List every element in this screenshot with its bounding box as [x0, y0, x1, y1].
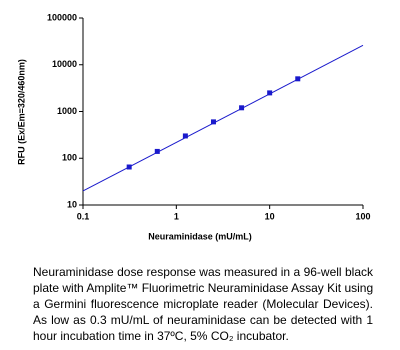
y-tick-label: 10 — [67, 199, 77, 209]
caption-line: hour incubation time in 37ºC, 5% CO₂ inc… — [33, 329, 289, 343]
data-point — [182, 133, 188, 139]
y-tick-label: 10000 — [52, 59, 77, 69]
x-tick-label: 1 — [174, 211, 179, 221]
caption-line: plate with Amplite™ Fluorimetric Neurami… — [33, 281, 374, 295]
y-axis-label: RFU (Ex/Em=320/460nm) — [16, 59, 26, 165]
data-point — [239, 105, 245, 111]
caption-line: Neuraminidase dose response was measured… — [33, 265, 373, 279]
y-tick-label: 100000 — [47, 12, 77, 22]
x-axis-label: Neuraminidase (mU/mL) — [148, 231, 252, 241]
fit-line — [82, 44, 364, 192]
caption-line: a Germini fluorescence microplate reader… — [33, 297, 373, 311]
x-tick-label: 0.1 — [77, 211, 90, 221]
x-tick-label: 100 — [355, 211, 370, 221]
data-point — [267, 90, 273, 96]
y-tick-label: 100 — [62, 153, 77, 163]
y-tick-label: 1000 — [57, 106, 77, 116]
data-point — [210, 119, 216, 125]
caption-line: As low as 0.3 mU/mL of neuraminidase can… — [33, 313, 373, 327]
caption: Neuraminidase dose response was measured… — [33, 264, 373, 344]
chart: Neuraminidase (mU/mL) RFU (Ex/Em=320/460… — [16, 12, 370, 241]
x-tick-label: 10 — [265, 211, 275, 221]
data-point — [154, 148, 160, 154]
